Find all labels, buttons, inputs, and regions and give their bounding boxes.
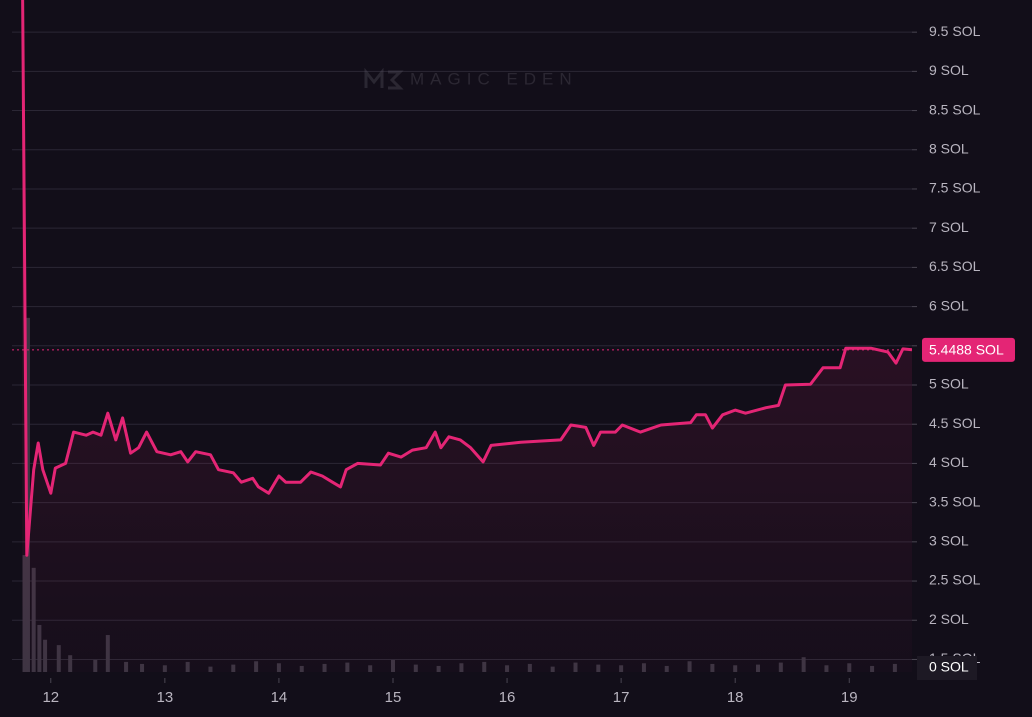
y-tick-label: 8.5 SOL [929, 101, 981, 117]
y-tick-label: 6.5 SOL [929, 258, 981, 274]
x-tick-label: 12 [42, 689, 59, 706]
y-tick-label: 2 SOL [929, 611, 969, 627]
watermark-logo [364, 67, 404, 90]
x-tick-label: 18 [727, 689, 744, 706]
x-tick-label: 13 [157, 689, 174, 706]
y-tick-label: 7.5 SOL [929, 180, 981, 196]
price-area [22, 0, 912, 672]
x-tick-label: 14 [271, 689, 288, 706]
x-tick-label: 19 [841, 689, 858, 706]
y-tick-label: 9.5 SOL [929, 23, 981, 39]
y2-tick-box [917, 656, 977, 680]
price-line [21, 0, 912, 557]
y-tick-label: 5 SOL [929, 376, 969, 392]
plot-area [21, 0, 912, 672]
price-marker-label: 5.4488 SOL [929, 342, 1004, 358]
y-tick-label: 4.5 SOL [929, 415, 981, 431]
y-tick-label: 6 SOL [929, 297, 969, 313]
x-tick-label: 15 [385, 689, 402, 706]
y-tick-label: 2.5 SOL [929, 572, 981, 588]
watermark: MAGIC EDEN [364, 67, 578, 90]
watermark-text: MAGIC EDEN [410, 69, 578, 88]
volume-bar [25, 317, 30, 672]
y-tick-label: 9 SOL [929, 62, 969, 78]
y2-tick-label: 0 SOL [929, 659, 969, 675]
x-tick-label: 17 [613, 689, 630, 706]
y-tick-label: 8 SOL [929, 140, 969, 156]
y-tick-label: 3 SOL [929, 533, 969, 549]
y-tick-label: 7 SOL [929, 219, 969, 235]
x-tick-label: 16 [499, 689, 516, 706]
price-marker-box [922, 337, 1015, 362]
y-tick-label: 3.5 SOL [929, 493, 981, 509]
y-tick-label: 4 SOL [929, 454, 969, 470]
